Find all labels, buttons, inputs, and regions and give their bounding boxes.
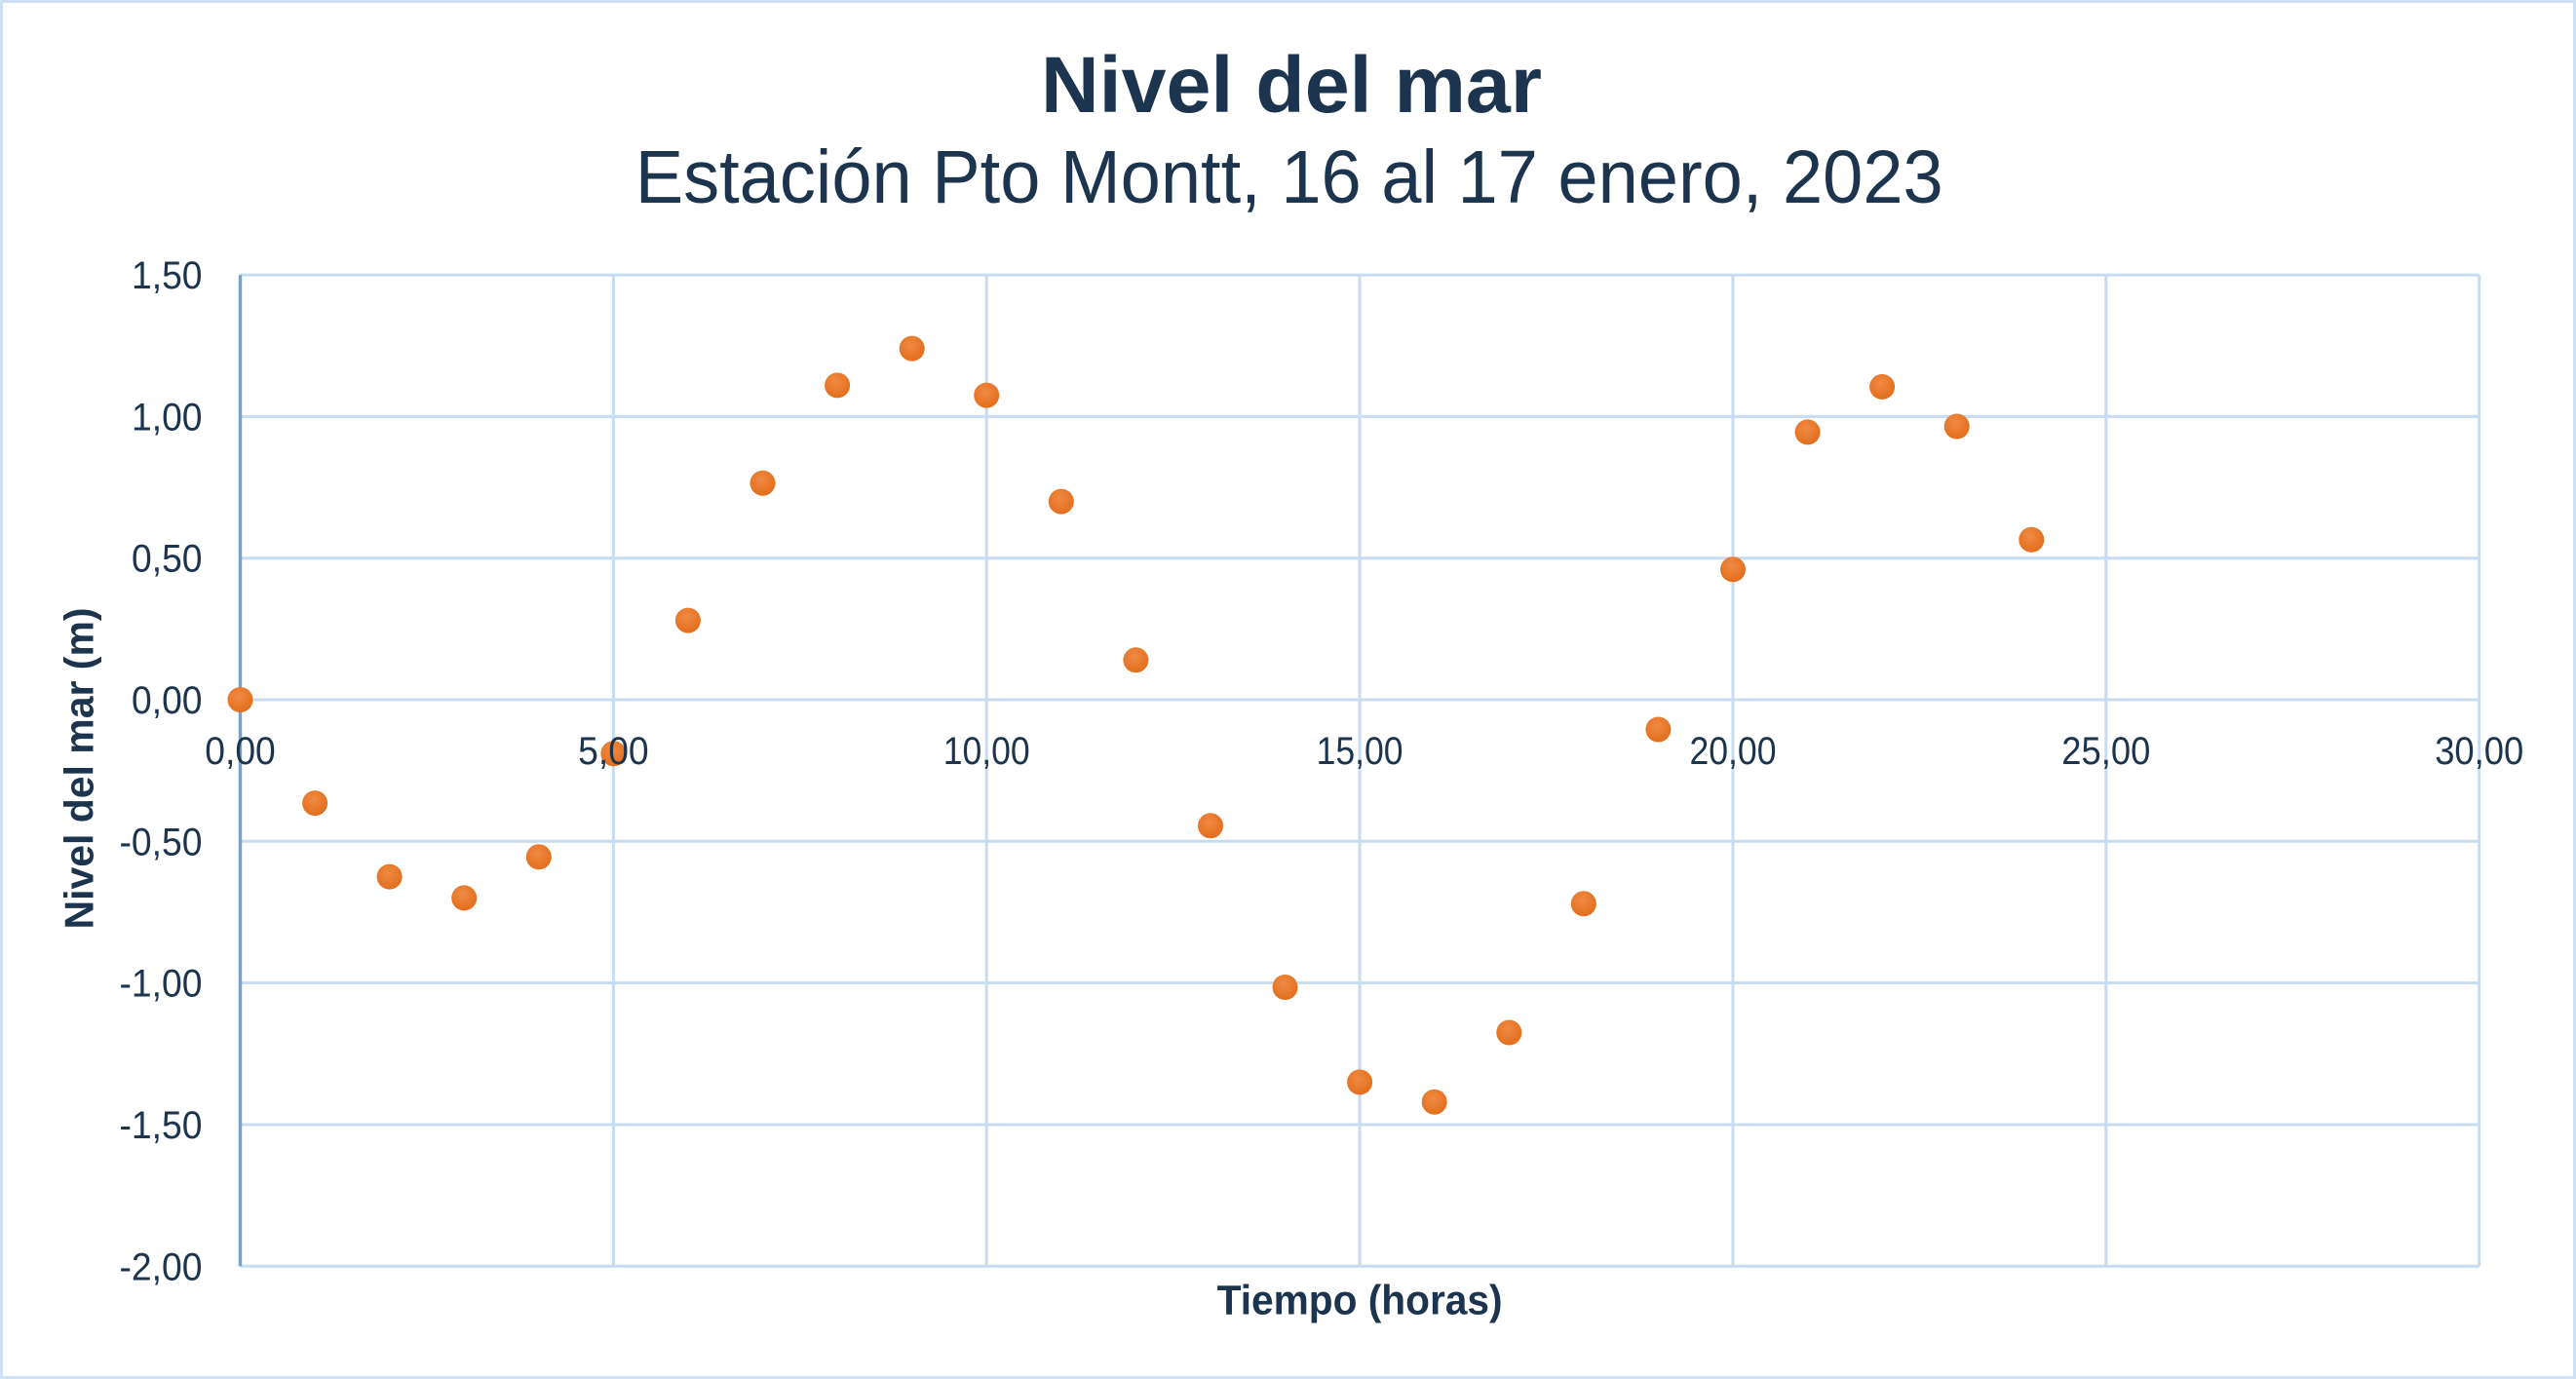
svg-text:20,00: 20,00 (1690, 730, 1777, 773)
svg-text:5,00: 5,00 (578, 730, 649, 773)
svg-text:0,00: 0,00 (205, 730, 276, 773)
svg-text:Tiempo (horas): Tiempo (horas) (1217, 1278, 1503, 1324)
svg-text:1,50: 1,50 (132, 254, 203, 297)
svg-text:30,00: 30,00 (2435, 730, 2523, 773)
svg-text:Estación Pto Montt, 16 al 17 e: Estación Pto Montt, 16 al 17 enero, 2023 (635, 135, 1943, 219)
svg-text:25,00: 25,00 (2061, 730, 2150, 773)
svg-text:1,00: 1,00 (132, 396, 203, 439)
svg-text:0,00: 0,00 (132, 679, 203, 722)
svg-text:15,00: 15,00 (1317, 730, 1403, 773)
svg-text:-1,00: -1,00 (120, 963, 203, 1006)
svg-text:0,50: 0,50 (132, 538, 203, 581)
svg-text:10,00: 10,00 (943, 730, 1030, 773)
svg-text:-0,50: -0,50 (120, 821, 203, 863)
svg-text:Nivel del mar: Nivel del mar (1041, 41, 1542, 130)
svg-text:-1,50: -1,50 (120, 1104, 203, 1147)
svg-text:Nivel del mar (m): Nivel del mar (m) (57, 608, 102, 930)
svg-text:-2,00: -2,00 (120, 1245, 203, 1288)
